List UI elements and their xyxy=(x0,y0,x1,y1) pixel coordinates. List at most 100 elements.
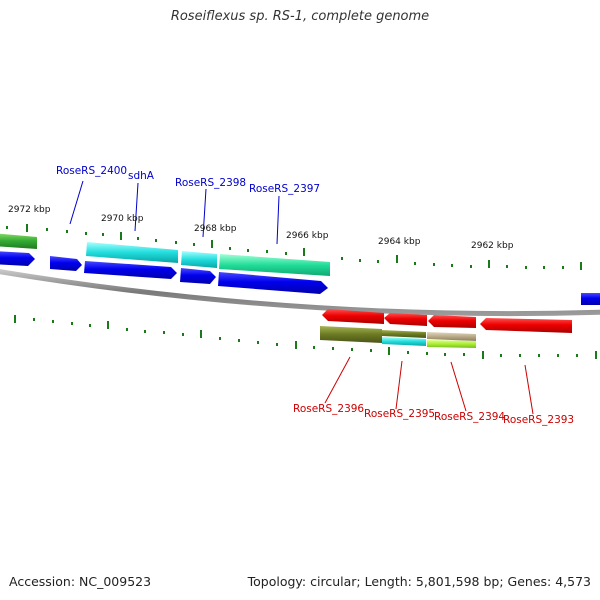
tick-mark xyxy=(200,330,202,338)
reverse-cog-blocks xyxy=(320,326,476,348)
scale-label: 2970 kbp xyxy=(101,214,144,224)
cog-block-teal xyxy=(219,254,330,276)
gene-label[interactable]: RoseRS_2400 xyxy=(56,165,127,177)
cog-block-green xyxy=(0,233,37,249)
tick-mark xyxy=(388,347,390,355)
tick-mark xyxy=(463,353,465,356)
tick-mark xyxy=(276,343,278,346)
tick-mark xyxy=(470,265,472,268)
tick-mark xyxy=(488,260,490,268)
tick-mark xyxy=(359,259,361,262)
tick-mark xyxy=(107,321,109,329)
tick-mark xyxy=(426,352,428,355)
tick-mark xyxy=(500,354,502,357)
tick-mark xyxy=(26,224,28,232)
cog-block-cyan xyxy=(382,337,426,346)
reverse-gene[interactable] xyxy=(480,318,572,333)
forward-gene[interactable] xyxy=(50,256,82,271)
reverse-gene[interactable] xyxy=(322,309,384,324)
leader-line xyxy=(524,364,534,415)
tick-mark xyxy=(71,322,73,325)
tick-mark xyxy=(576,354,578,357)
leader-line xyxy=(395,360,403,410)
forward-strand-genes xyxy=(0,251,600,305)
tick-mark xyxy=(482,351,484,359)
gene-label[interactable]: RoseRS_2398 xyxy=(175,177,246,189)
genome-summary-text: Topology: circular; Length: 5,801,598 bp… xyxy=(247,574,591,589)
tick-mark xyxy=(351,348,353,351)
tick-mark xyxy=(295,341,297,349)
tick-mark xyxy=(451,264,453,267)
gene-label[interactable]: RoseRS_2393 xyxy=(503,414,574,426)
tick-mark xyxy=(580,262,582,270)
tick-mark xyxy=(266,250,268,253)
tick-mark xyxy=(182,333,184,336)
tick-mark xyxy=(433,263,435,266)
gene-label[interactable]: RoseRS_2394 xyxy=(434,411,505,423)
tick-mark xyxy=(52,320,54,323)
gene-label[interactable]: RoseRS_2396 xyxy=(293,403,364,415)
tick-mark xyxy=(238,339,240,342)
tick-mark xyxy=(137,237,139,240)
tick-mark xyxy=(120,232,122,240)
tick-mark xyxy=(46,228,48,231)
cog-block-cyan xyxy=(86,242,178,263)
lower-tick-row xyxy=(14,315,597,359)
cog-block-tan xyxy=(427,332,476,341)
forward-gene[interactable] xyxy=(581,293,600,305)
leader-line xyxy=(69,180,84,225)
leader-line xyxy=(202,188,207,238)
scale-labels: 2972 kbp 2970 kbp 2968 kbp 2966 kbp 2964… xyxy=(8,205,514,251)
tick-mark xyxy=(444,353,446,356)
tick-mark xyxy=(66,230,68,233)
reverse-strand-genes xyxy=(322,309,572,333)
forward-gene[interactable] xyxy=(218,272,328,294)
tick-mark xyxy=(506,265,508,268)
tick-mark xyxy=(193,243,195,246)
tick-mark xyxy=(595,351,597,359)
tick-mark xyxy=(229,247,231,250)
leader-line xyxy=(324,356,351,404)
scale-label: 2962 kbp xyxy=(471,241,514,251)
page-title: Roseiflexus sp. RS-1, complete genome xyxy=(170,9,430,24)
tick-mark xyxy=(14,315,16,323)
scale-label: 2964 kbp xyxy=(378,237,421,247)
scale-label: 2972 kbp xyxy=(8,205,51,215)
tick-mark xyxy=(303,248,305,256)
tick-mark xyxy=(155,239,157,242)
reverse-gene[interactable] xyxy=(428,315,476,328)
tick-mark xyxy=(257,341,259,344)
tick-mark xyxy=(126,328,128,331)
tick-mark xyxy=(313,346,315,349)
forward-gene[interactable] xyxy=(84,261,177,279)
tick-mark xyxy=(519,354,521,357)
tick-mark xyxy=(377,260,379,263)
tick-mark xyxy=(219,337,221,340)
tick-mark xyxy=(175,241,177,244)
upper-tick-row xyxy=(6,224,582,270)
tick-mark xyxy=(562,266,564,269)
tick-mark xyxy=(543,266,545,269)
accession-text: Accession: NC_009523 xyxy=(9,574,152,589)
forward-gene[interactable] xyxy=(0,251,35,266)
tick-mark xyxy=(89,324,91,327)
tick-mark xyxy=(370,349,372,352)
scale-label: 2966 kbp xyxy=(286,231,329,241)
leader-line xyxy=(450,361,467,412)
cog-block-olive xyxy=(382,330,426,338)
tick-mark xyxy=(525,266,527,269)
gene-label[interactable]: sdhA xyxy=(128,170,155,182)
tick-mark xyxy=(396,255,398,263)
tick-mark xyxy=(85,232,87,235)
tick-mark xyxy=(414,262,416,265)
tick-mark xyxy=(33,318,35,321)
cog-block-olive xyxy=(320,326,382,343)
gene-label[interactable]: RoseRS_2395 xyxy=(364,408,435,420)
tick-mark xyxy=(285,252,287,255)
scale-label: 2968 kbp xyxy=(194,224,237,234)
reverse-gene[interactable] xyxy=(384,313,427,326)
forward-gene[interactable] xyxy=(180,268,216,284)
gene-label[interactable]: RoseRS_2397 xyxy=(249,183,320,195)
tick-mark xyxy=(247,249,249,252)
